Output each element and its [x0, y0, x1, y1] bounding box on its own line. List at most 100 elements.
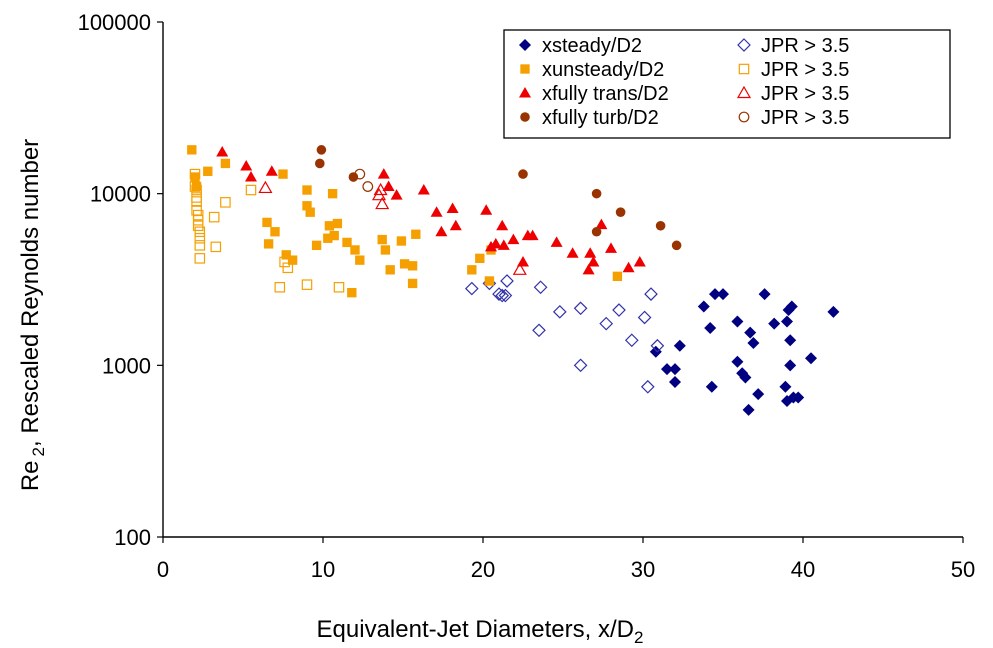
- data-point: [779, 380, 792, 393]
- data-point: [302, 185, 312, 195]
- data-point: [194, 226, 206, 238]
- data-point: [282, 262, 294, 274]
- data-point: [655, 220, 666, 231]
- data-point: [350, 245, 360, 255]
- data-point: [717, 288, 729, 301]
- data-point: [240, 159, 253, 171]
- data-point: [605, 242, 617, 253]
- data-point: [194, 240, 206, 251]
- x-tick-label: 0: [157, 557, 169, 582]
- data-point: [190, 172, 200, 182]
- data-point: [385, 265, 395, 275]
- data-point: [194, 232, 206, 244]
- data-point: [342, 237, 352, 248]
- data-point: [355, 255, 365, 265]
- data-point: [784, 334, 797, 347]
- data-point: [742, 403, 755, 416]
- data-points: [187, 145, 840, 416]
- data-point: [489, 237, 502, 249]
- legend-label: JPR > 3.5: [761, 107, 849, 129]
- data-point: [396, 236, 407, 246]
- data-point: [311, 240, 322, 251]
- data-point: [377, 168, 390, 179]
- data-point: [495, 288, 510, 303]
- data-point: [507, 233, 520, 245]
- data-point: [744, 326, 757, 339]
- data-point: [612, 271, 623, 282]
- series-6: [315, 145, 682, 251]
- data-point: [552, 304, 567, 319]
- data-point: [203, 166, 213, 176]
- data-point: [518, 169, 528, 179]
- legend-label: JPR > 3.5: [761, 35, 849, 57]
- data-point: [390, 189, 403, 200]
- data-point: [324, 221, 335, 231]
- data-point: [191, 184, 202, 196]
- series-4: [216, 145, 646, 275]
- legend-label: xunsteady/D2: [542, 59, 664, 81]
- data-point: [484, 276, 495, 286]
- data-point: [739, 371, 752, 384]
- legend-label: xfully turb/D2: [542, 107, 659, 129]
- data-point: [532, 323, 546, 338]
- x-tick-label: 50: [951, 557, 975, 582]
- data-point: [446, 202, 459, 213]
- legend: xsteady/D2 JPR > 3.5 xunsteady/D2 JPR > 3.5…: [503, 29, 951, 139]
- legend-marker: [520, 64, 530, 74]
- data-point: [220, 158, 231, 169]
- series-3: [189, 168, 345, 293]
- data-point: [480, 204, 493, 215]
- data-point: [220, 197, 231, 208]
- legend-marker: [520, 112, 530, 122]
- data-point: [584, 247, 597, 258]
- data-point: [305, 207, 315, 217]
- data-point: [805, 352, 817, 365]
- data-point: [475, 253, 485, 264]
- legend-label: xfully trans/D2: [542, 83, 669, 105]
- data-point: [633, 255, 646, 267]
- data-point: [785, 300, 798, 313]
- data-point: [375, 196, 390, 210]
- data-point: [263, 239, 274, 249]
- data-point: [411, 229, 421, 239]
- data-point: [270, 227, 280, 237]
- data-point: [287, 255, 298, 265]
- legend-box: [503, 29, 951, 139]
- data-point: [262, 217, 272, 228]
- data-point: [792, 391, 805, 404]
- y-tick-label: 100: [114, 525, 151, 550]
- data-point: [191, 181, 202, 192]
- data-point: [587, 255, 600, 267]
- data-point: [417, 184, 430, 195]
- data-point: [697, 300, 710, 313]
- data-point: [245, 171, 257, 182]
- data-point: [216, 145, 229, 157]
- data-point: [498, 288, 513, 303]
- x-axis-title: Equivalent-Jet Diameters, x/D2: [317, 616, 644, 647]
- data-point: [650, 338, 665, 353]
- data-point: [281, 250, 291, 260]
- data-point: [362, 181, 374, 192]
- data-point: [752, 388, 765, 401]
- data-point: [747, 336, 760, 349]
- data-point: [210, 241, 222, 253]
- data-point: [497, 239, 510, 250]
- data-point: [187, 145, 197, 155]
- data-point: [347, 287, 357, 298]
- series-7: [354, 168, 374, 192]
- data-point: [485, 240, 497, 252]
- legend-marker: [736, 85, 752, 99]
- data-point: [500, 274, 514, 288]
- data-point: [624, 333, 639, 348]
- legend-label: xsteady/D2: [542, 35, 642, 57]
- data-point: [302, 201, 312, 211]
- data-point: [526, 229, 539, 241]
- tick-labels: 0 10 20 30 40 50 100 1000 10000 100000: [78, 10, 976, 582]
- data-point: [781, 315, 793, 328]
- data-point: [640, 379, 655, 394]
- legend-marker: [519, 39, 531, 51]
- series-0: [649, 288, 840, 416]
- legend-label: JPR > 3.5: [761, 59, 849, 81]
- data-point: [377, 234, 387, 245]
- data-point: [208, 211, 220, 223]
